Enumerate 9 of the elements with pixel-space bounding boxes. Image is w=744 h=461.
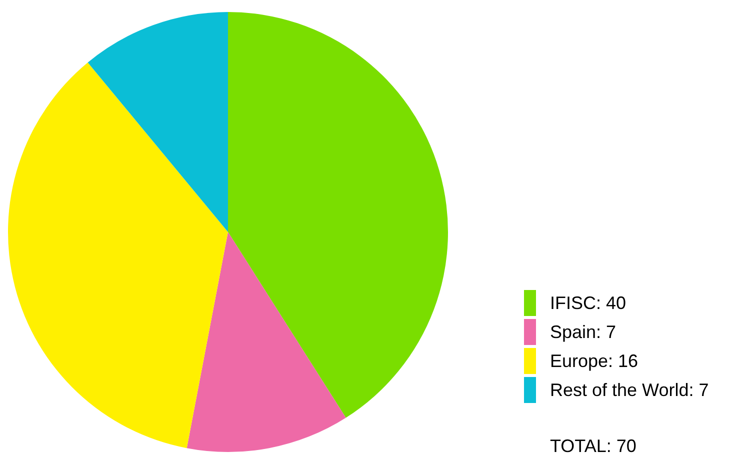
legend-label: Spain: 7	[550, 322, 616, 342]
legend-label: Rest of the World: 7	[550, 380, 709, 400]
legend-label: IFISC: 40	[550, 293, 626, 313]
pie-slice	[88, 12, 228, 232]
pie-slice	[8, 62, 228, 448]
legend-label: Europe: 16	[550, 351, 638, 371]
pie-slice	[228, 12, 448, 418]
text: TOTAL: 70	[550, 436, 636, 456]
pie-slice	[186, 232, 346, 452]
